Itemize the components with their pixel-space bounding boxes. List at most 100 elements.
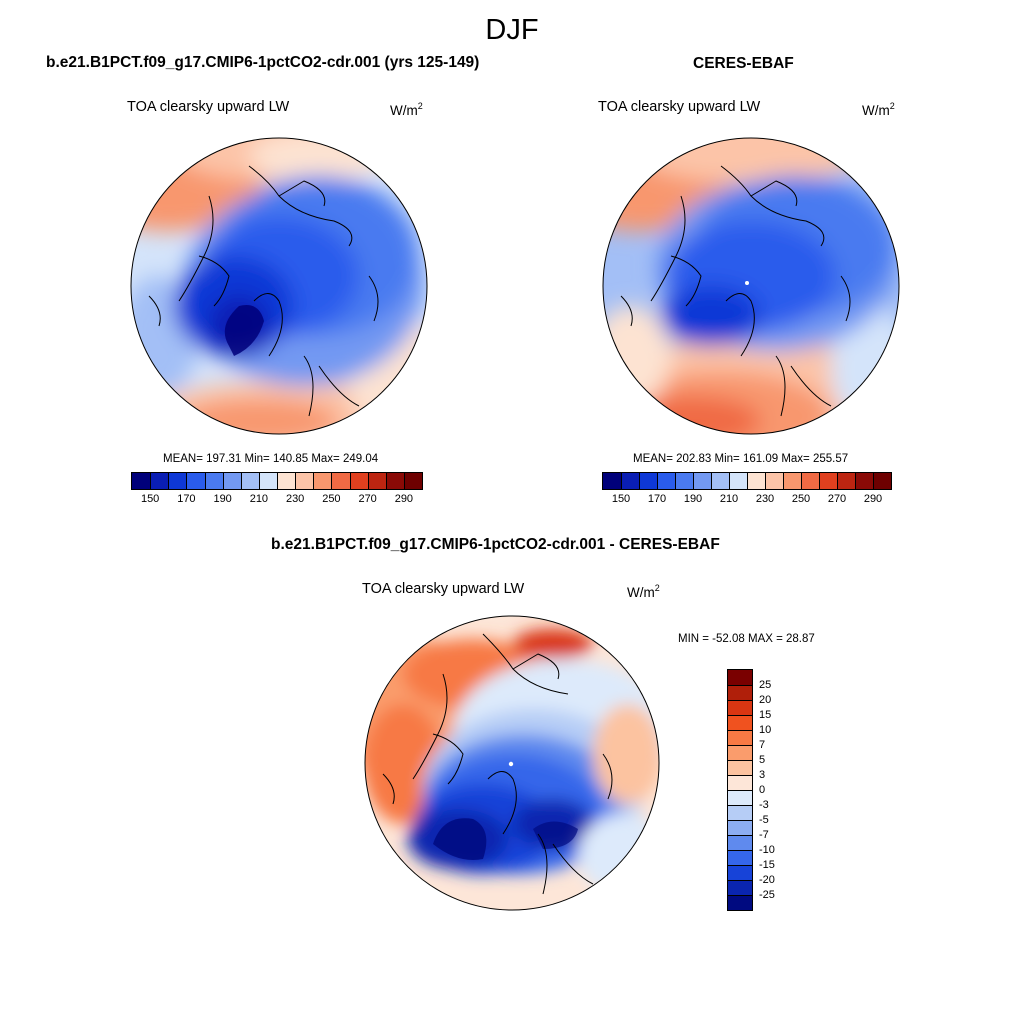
obs-colorbar-ticks: 150 170 190 210 230 250 270 290 (602, 493, 890, 507)
obs-units: W/m2 (862, 101, 895, 118)
obs-colorbar-swatch (639, 473, 657, 489)
diff-colorbar-tick-label: 20 (759, 694, 772, 706)
obs-colorbar-tick-label: 270 (827, 493, 847, 505)
diff-colorbar (727, 669, 753, 911)
model-colorbar-swatch (349, 473, 368, 489)
model-colorbar-tick-label: 150 (140, 493, 160, 505)
diff-colorbar-swatch (728, 805, 752, 820)
model-colorbar-swatch (150, 473, 169, 489)
obs-colorbar-swatch (729, 473, 747, 489)
diff-panel-title: b.e21.B1PCT.f09_g17.CMIP6-1pctCO2-cdr.00… (271, 536, 720, 553)
obs-colorbar-swatch (819, 473, 837, 489)
model-stats: MEAN= 197.31 Min= 140.85 Max= 249.04 (163, 453, 379, 465)
model-colorbar-swatch (222, 473, 241, 489)
obs-colorbar-swatch (657, 473, 675, 489)
diff-colorbar-swatch (728, 880, 752, 895)
model-colorbar-swatch (385, 473, 404, 489)
diff-colorbar-swatch (728, 820, 752, 835)
obs-colorbar-swatch (837, 473, 855, 489)
model-colorbar-swatch (277, 473, 296, 489)
model-colorbar-swatch (258, 473, 277, 489)
obs-colorbar-swatch (855, 473, 873, 489)
diff-colorbar-swatch (728, 850, 752, 865)
model-colorbar-swatch (186, 473, 205, 489)
diff-colorbar-tick-label: 10 (759, 724, 772, 736)
model-colorbar-swatch (313, 473, 332, 489)
obs-colorbar-swatch (747, 473, 765, 489)
obs-colorbar-tick-label: 290 (863, 493, 883, 505)
diff-colorbar-swatch (728, 700, 752, 715)
obs-stats: MEAN= 202.83 Min= 161.09 Max= 255.57 (633, 453, 849, 465)
diff-colorbar-swatch (728, 865, 752, 880)
diff-colorbar-tick-label: -25 (759, 889, 775, 901)
diff-units: W/m2 (627, 583, 660, 600)
diff-colorbar-swatch (728, 715, 752, 730)
obs-colorbar-swatch (693, 473, 711, 489)
diff-colorbar-tick-label: 7 (759, 739, 766, 751)
model-colorbar-swatch (403, 473, 422, 489)
model-panel-title: b.e21.B1PCT.f09_g17.CMIP6-1pctCO2-cdr.00… (46, 54, 480, 71)
obs-panel-title: CERES-EBAF (693, 55, 794, 72)
model-colorbar-tick-label: 190 (213, 493, 232, 505)
model-colorbar-swatch (367, 473, 386, 489)
model-colorbar-swatch (295, 473, 314, 489)
diff-colorbar-tick-label: -3 (759, 799, 769, 811)
obs-colorbar-swatch (783, 473, 801, 489)
diff-colorbar-ticks: 25 20 15 10 7 5 3 0 -3 -5 -7 -10 -15 -20 -25 (759, 669, 799, 909)
diff-colorbar-swatch (728, 895, 752, 910)
model-colorbar-swatch (204, 473, 223, 489)
obs-colorbar-swatch (675, 473, 693, 489)
model-colorbar-swatch (240, 473, 259, 489)
diff-colorbar-swatch (728, 775, 752, 790)
diff-colorbar-tick-label: 15 (759, 709, 772, 721)
obs-colorbar-tick-label: 230 (755, 493, 775, 505)
season-title: DJF (485, 14, 539, 46)
model-colorbar-ticks: 150 170 190 210 230 250 270 290 (131, 493, 421, 507)
obs-colorbar-swatch (621, 473, 639, 489)
obs-polar-map (602, 137, 900, 435)
diff-stats: MIN = -52.08 MAX = 28.87 (678, 633, 815, 645)
obs-colorbar-tick-label: 190 (683, 493, 703, 505)
obs-colorbar-tick-label: 210 (719, 493, 739, 505)
model-colorbar-swatch (132, 473, 151, 489)
diff-colorbar-swatch (728, 730, 752, 745)
diff-colorbar-swatch (728, 685, 752, 700)
model-polar-map (130, 137, 428, 435)
diff-polar-map (364, 615, 660, 911)
diff-colorbar-tick-label: 25 (759, 679, 772, 691)
diff-colorbar-tick-label: 5 (759, 754, 766, 766)
obs-variable-label: TOA clearsky upward LW (598, 99, 761, 115)
model-colorbar-tick-label: 290 (394, 493, 414, 505)
model-units: W/m2 (390, 101, 423, 118)
diff-colorbar-tick-label: -7 (759, 829, 769, 841)
diff-colorbar-swatch (728, 835, 752, 850)
diff-colorbar-swatch (728, 790, 752, 805)
obs-colorbar-swatch (873, 473, 891, 489)
obs-colorbar-swatch (801, 473, 819, 489)
model-colorbar-swatch (331, 473, 350, 489)
diff-colorbar-tick-label: -15 (759, 859, 775, 871)
diff-colorbar-tick-label: 0 (759, 784, 766, 796)
obs-colorbar-swatch (711, 473, 729, 489)
obs-colorbar-tick-label: 170 (647, 493, 667, 505)
obs-colorbar-swatch (603, 473, 621, 489)
model-colorbar-tick-label: 170 (177, 493, 196, 505)
diff-colorbar-tick-label: 3 (759, 769, 766, 781)
model-colorbar-tick-label: 250 (322, 493, 341, 505)
model-variable-label: TOA clearsky upward LW (127, 99, 290, 115)
obs-colorbar (602, 472, 892, 490)
model-colorbar-tick-label: 210 (249, 493, 269, 505)
model-colorbar (131, 472, 423, 490)
diff-colorbar-tick-label: -5 (759, 814, 769, 826)
diff-colorbar-swatch (728, 760, 752, 775)
diff-colorbar-tick-label: -20 (759, 874, 775, 886)
model-colorbar-swatch (168, 473, 187, 489)
model-colorbar-tick-label: 230 (285, 493, 305, 505)
model-colorbar-tick-label: 270 (358, 493, 377, 505)
diff-colorbar-swatch (728, 745, 752, 760)
diff-colorbar-tick-label: -10 (759, 844, 775, 856)
obs-colorbar-tick-label: 150 (611, 493, 631, 505)
diff-variable-label: TOA clearsky upward LW (362, 581, 525, 597)
obs-colorbar-tick-label: 250 (791, 493, 811, 505)
obs-colorbar-swatch (765, 473, 783, 489)
